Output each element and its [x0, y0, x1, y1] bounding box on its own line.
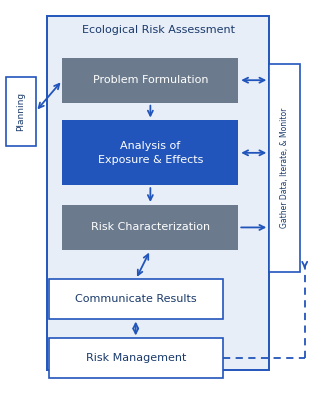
FancyBboxPatch shape [49, 279, 223, 319]
Text: Communicate Results: Communicate Results [75, 294, 197, 304]
FancyBboxPatch shape [6, 77, 36, 146]
FancyBboxPatch shape [269, 63, 300, 271]
Text: Ecological Risk Assessment: Ecological Risk Assessment [82, 25, 235, 35]
FancyBboxPatch shape [62, 58, 238, 103]
Text: Risk Characterization: Risk Characterization [91, 223, 210, 232]
FancyBboxPatch shape [62, 205, 238, 250]
Text: Planning: Planning [16, 92, 25, 131]
Text: Analysis of
Exposure & Effects: Analysis of Exposure & Effects [98, 141, 203, 165]
Text: Problem Formulation: Problem Formulation [93, 75, 208, 85]
FancyBboxPatch shape [47, 17, 269, 370]
Text: Gather Data, Iterate, & Monitor: Gather Data, Iterate, & Monitor [280, 108, 289, 228]
FancyBboxPatch shape [62, 121, 238, 185]
FancyBboxPatch shape [49, 338, 223, 377]
Text: Risk Management: Risk Management [86, 353, 186, 363]
